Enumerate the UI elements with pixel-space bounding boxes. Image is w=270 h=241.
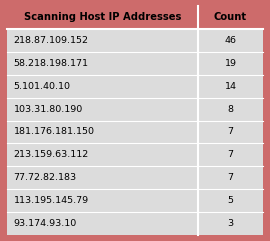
Text: 181.176.181.150: 181.176.181.150 bbox=[14, 127, 94, 136]
Text: 93.174.93.10: 93.174.93.10 bbox=[14, 219, 77, 228]
Text: 3: 3 bbox=[228, 219, 234, 228]
Text: 5: 5 bbox=[228, 196, 234, 205]
Bar bbox=[7, 212, 263, 235]
Bar bbox=[7, 98, 263, 120]
Bar bbox=[7, 52, 263, 75]
Text: 46: 46 bbox=[225, 36, 237, 45]
Text: 7: 7 bbox=[228, 127, 234, 136]
Text: 7: 7 bbox=[228, 173, 234, 182]
Bar bbox=[7, 143, 263, 166]
Text: 14: 14 bbox=[225, 82, 237, 91]
Text: 19: 19 bbox=[225, 59, 237, 68]
Text: 58.218.198.171: 58.218.198.171 bbox=[14, 59, 89, 68]
Text: Count: Count bbox=[214, 13, 247, 22]
Bar bbox=[7, 6, 263, 29]
Text: 77.72.82.183: 77.72.82.183 bbox=[14, 173, 77, 182]
Text: 103.31.80.190: 103.31.80.190 bbox=[14, 105, 83, 114]
Text: 213.159.63.112: 213.159.63.112 bbox=[14, 150, 89, 159]
Text: 5.101.40.10: 5.101.40.10 bbox=[14, 82, 70, 91]
Text: 113.195.145.79: 113.195.145.79 bbox=[14, 196, 89, 205]
Text: 218.87.109.152: 218.87.109.152 bbox=[14, 36, 89, 45]
Bar bbox=[7, 29, 263, 52]
Bar bbox=[7, 166, 263, 189]
Text: Scanning Host IP Addresses: Scanning Host IP Addresses bbox=[23, 13, 181, 22]
Text: 8: 8 bbox=[228, 105, 234, 114]
Bar bbox=[7, 120, 263, 143]
Bar bbox=[7, 189, 263, 212]
Text: 7: 7 bbox=[228, 150, 234, 159]
Bar bbox=[7, 75, 263, 98]
